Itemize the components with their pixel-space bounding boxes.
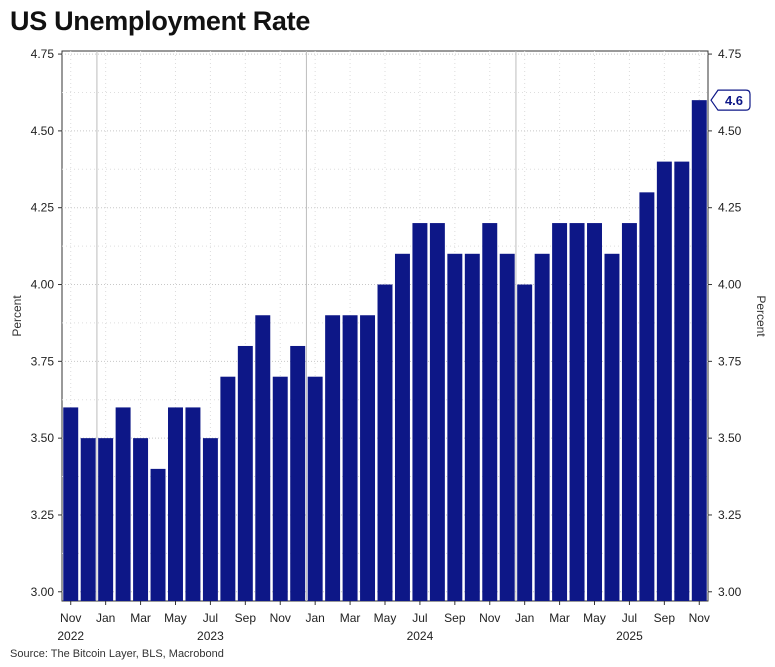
- bar: [272, 376, 288, 601]
- bar: [150, 468, 166, 601]
- bar: [202, 438, 218, 601]
- bar: [429, 223, 445, 601]
- x-tick-label-month: May: [164, 611, 187, 625]
- bar: [552, 223, 568, 601]
- y-tick-label-right: 4.75: [718, 47, 742, 61]
- bar: [499, 253, 515, 602]
- x-tick-label-month: Nov: [270, 611, 291, 625]
- bar: [656, 161, 672, 602]
- x-tick-label-month: Nov: [689, 611, 710, 625]
- bar: [534, 253, 550, 602]
- bar: [587, 223, 602, 601]
- y-tick-label-right: 3.75: [718, 354, 742, 368]
- bar: [412, 223, 428, 601]
- y-axis-title-left: Percent: [10, 295, 24, 337]
- bar: [98, 438, 114, 601]
- bar: [325, 315, 341, 601]
- x-tick-label-month: Nov: [60, 611, 81, 625]
- bar: [168, 407, 183, 601]
- y-tick-label-left: 4.75: [31, 47, 55, 61]
- bar: [133, 438, 149, 601]
- bar: [80, 438, 96, 601]
- x-tick-label-month: Jan: [305, 611, 324, 625]
- bar: [691, 100, 707, 601]
- x-tick-label-year: 2023: [197, 629, 224, 643]
- y-tick-label-left: 4.25: [31, 201, 55, 215]
- y-tick-label-right: 3.25: [718, 508, 742, 522]
- y-tick-label-right: 4.25: [718, 201, 742, 215]
- y-tick-label-left: 3.25: [31, 508, 55, 522]
- x-tick-label-month: May: [583, 611, 606, 625]
- bar: [185, 407, 201, 601]
- x-tick-label-month: Sep: [235, 611, 257, 625]
- bar: [290, 345, 306, 601]
- x-tick-label-month: Jul: [412, 611, 427, 625]
- bar: [447, 253, 463, 602]
- y-tick-label-left: 3.75: [31, 354, 55, 368]
- x-tick-label-month: Nov: [479, 611, 500, 625]
- x-tick-label-year: 2024: [407, 629, 434, 643]
- chart-title: US Unemployment Rate: [10, 6, 311, 36]
- bar: [115, 407, 131, 601]
- y-tick-label-left: 3.00: [31, 585, 55, 599]
- x-tick-label-month: May: [374, 611, 397, 625]
- bar: [639, 192, 655, 601]
- y-tick-label-right: 3.00: [718, 585, 742, 599]
- last-value-callout: [710, 89, 751, 111]
- x-tick-label-month: Mar: [130, 611, 151, 625]
- bar: [517, 284, 533, 601]
- x-tick-label-month: Mar: [549, 611, 570, 625]
- x-tick-label-month: Sep: [654, 611, 676, 625]
- bar: [237, 345, 253, 601]
- bar: [621, 223, 637, 601]
- source-note: Source: The Bitcoin Layer, BLS, Macrobon…: [10, 648, 224, 660]
- y-tick-label-left: 4.00: [31, 278, 55, 292]
- bar: [377, 284, 393, 601]
- bar: [569, 223, 585, 601]
- bar: [674, 161, 690, 602]
- bar: [482, 223, 498, 601]
- y-tick-label-left: 4.50: [31, 124, 55, 138]
- bar: [255, 315, 271, 601]
- y-tick-label-right: 4.50: [718, 124, 742, 138]
- bar: [63, 407, 79, 601]
- bar: [394, 253, 410, 602]
- x-tick-label-month: Mar: [340, 611, 361, 625]
- x-tick-label-year: 2025: [616, 629, 643, 643]
- bar: [464, 253, 480, 602]
- bar: [360, 315, 376, 601]
- x-tick-label-month: Jan: [515, 611, 534, 625]
- x-tick-label-month: Jul: [203, 611, 218, 625]
- x-tick-label-month: Jul: [622, 611, 637, 625]
- y-tick-label-left: 3.50: [31, 431, 55, 445]
- y-tick-label-right: 4.00: [718, 278, 742, 292]
- bar: [307, 376, 323, 601]
- last-value-label: 4.6: [725, 93, 743, 108]
- bar: [342, 315, 358, 601]
- x-tick-label-month: Jan: [96, 611, 115, 625]
- y-axis-title-right: Percent: [754, 295, 768, 337]
- x-tick-label-month: Sep: [444, 611, 466, 625]
- bar: [604, 253, 620, 602]
- y-tick-label-right: 3.50: [718, 431, 742, 445]
- x-tick-label-year: 2022: [57, 629, 84, 643]
- bar: [220, 376, 236, 601]
